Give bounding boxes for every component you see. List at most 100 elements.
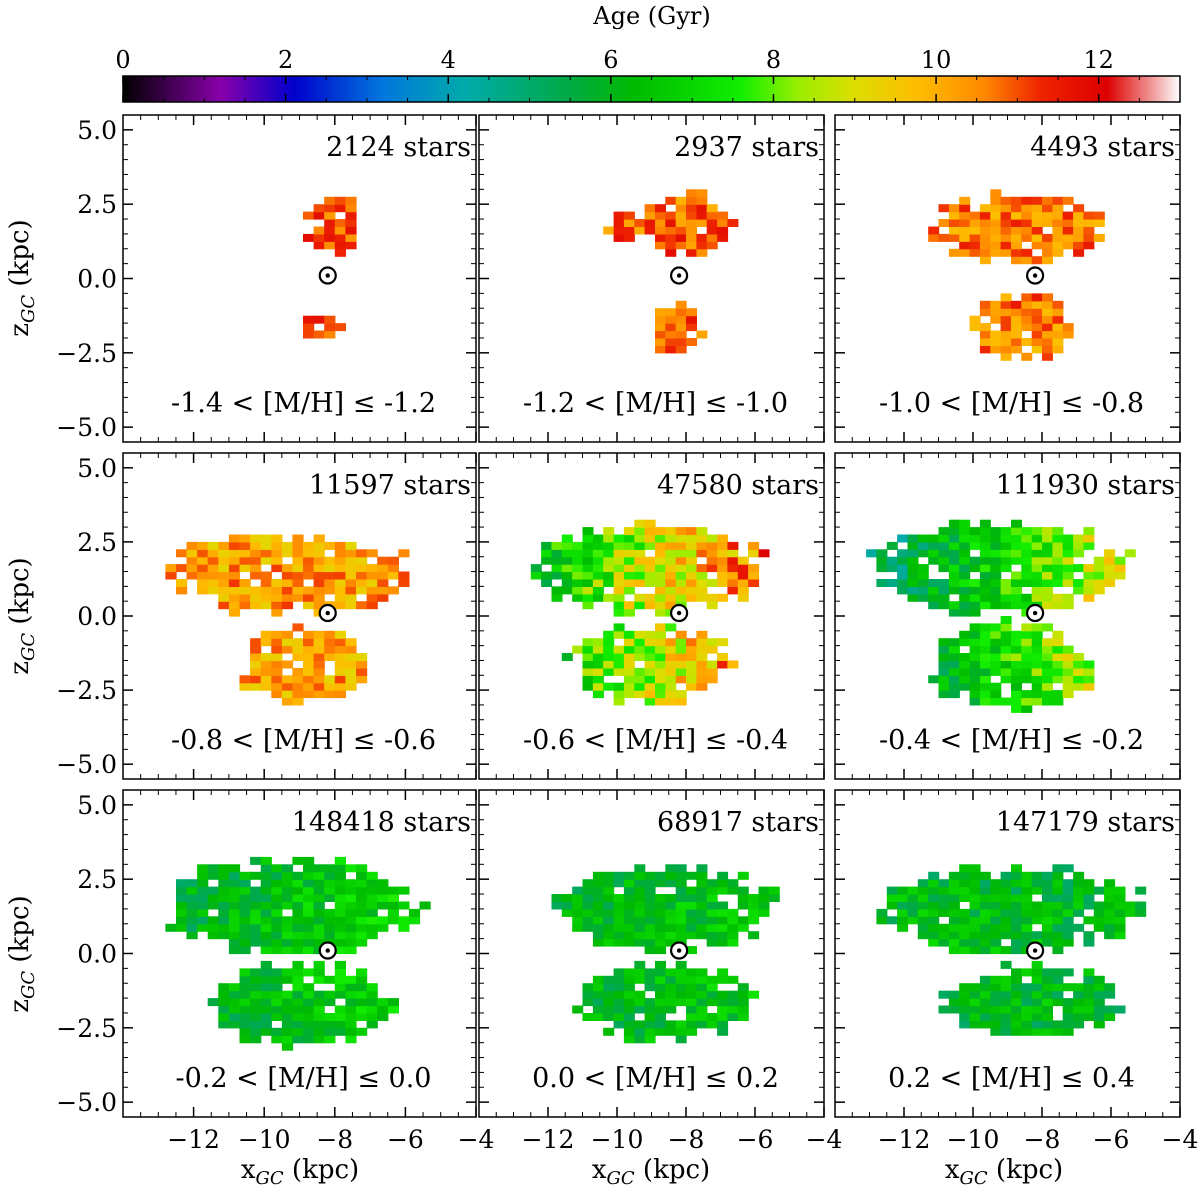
heatmap-cell (938, 527, 950, 536)
heatmap-cell (356, 579, 368, 587)
heatmap-cell (377, 556, 389, 565)
heatmap-cell (313, 871, 325, 880)
heatmap-cell (686, 248, 697, 257)
heatmap-cell (176, 549, 188, 558)
heatmap-cell (1083, 541, 1095, 550)
heatmap-cell (603, 916, 615, 925)
heatmap-cell (717, 638, 729, 647)
heatmap-cell (1031, 219, 1043, 227)
heatmap-cell (356, 1013, 368, 1021)
heatmap-cell (686, 923, 697, 932)
heatmap-cell (917, 886, 929, 895)
heatmap-cell (356, 998, 368, 1007)
heatmap-cell (696, 571, 708, 580)
heatmap-cell (1042, 315, 1053, 324)
heatmap-cell (748, 571, 760, 580)
heatmap-cell (303, 871, 315, 880)
heatmap-cell (706, 226, 718, 235)
heatmap-cell (250, 1013, 262, 1021)
heatmap-cell (1104, 983, 1116, 992)
heatmap-cell (748, 908, 760, 917)
heatmap-cell (582, 541, 594, 550)
heatmap-cell (313, 211, 325, 220)
heatmap-cell (1011, 534, 1022, 543)
heatmap-cell (1031, 983, 1043, 992)
heatmap-cell (717, 660, 729, 669)
heatmap-cell (706, 886, 718, 895)
heatmap-cell (655, 1005, 666, 1014)
heatmap-cell (239, 998, 251, 1007)
heatmap-cell (1062, 879, 1074, 888)
heatmap-cell (324, 682, 336, 691)
metallicity-bin-label: -0.4 < [M/H] ≤ -0.2 (879, 725, 1144, 756)
heatmap-cell (334, 204, 346, 213)
heatmap-cell (1073, 586, 1085, 595)
heatmap-cell (696, 916, 708, 925)
heatmap-cell (1093, 1013, 1105, 1021)
heatmap-cell (948, 990, 960, 999)
heatmap-cell (623, 901, 635, 910)
heatmap-cell (250, 1035, 262, 1044)
heatmap-cell (218, 916, 230, 925)
heatmap-cell (271, 975, 283, 984)
heatmap-cell (324, 998, 336, 1007)
heatmap-cell (1031, 660, 1043, 669)
heatmap-cell (1052, 983, 1064, 992)
heatmap-cell (613, 690, 625, 699)
heatmap-cell (969, 645, 981, 654)
y-tick-label: 5.0 (77, 116, 117, 145)
heatmap-cell (1000, 345, 1012, 354)
ylabel-row-1: zGC (kpc) (5, 219, 39, 336)
heatmap-cell (1052, 864, 1064, 873)
heatmap-cell (613, 564, 625, 573)
heatmap-cell (979, 690, 991, 699)
heatmap-cell (1042, 983, 1053, 992)
heatmap-cell (260, 864, 272, 873)
heatmap-cell (969, 901, 981, 910)
heatmap-cell (1083, 586, 1095, 595)
heatmap-cell (990, 196, 1002, 205)
heatmap-cell (675, 579, 687, 587)
heatmap-cell (876, 564, 888, 573)
heatmap-cell (938, 534, 950, 543)
heatmap-cell (665, 1005, 677, 1014)
heatmap-cell (928, 894, 940, 902)
heatmap-cell (345, 901, 357, 910)
colorbar-tick-label: 0 (115, 46, 130, 74)
heatmap-cell (917, 541, 929, 550)
heatmap-cell (727, 541, 739, 550)
heatmap-cell (644, 871, 656, 880)
heatmap-cell (334, 923, 346, 932)
heatmap-cell (686, 586, 697, 595)
heatmap-cell (356, 990, 368, 999)
heatmap-cell (623, 916, 635, 925)
heatmap-cell (582, 534, 594, 543)
heatmap-cell (592, 886, 604, 895)
metallicity-bin-label: 0.2 < [M/H] ≤ 0.4 (888, 1063, 1135, 1094)
heatmap-cell (197, 886, 209, 895)
heatmap-cell (271, 864, 283, 873)
heatmap-cell (727, 879, 739, 888)
heatmap-cell (356, 983, 368, 992)
heatmap-cell (696, 211, 708, 220)
heatmap-cell (938, 660, 950, 669)
heatmap-cell (979, 1020, 991, 1029)
heatmap-cell (959, 549, 971, 558)
heatmap-cell (1052, 549, 1064, 558)
heatmap-cell (303, 564, 315, 573)
heatmap-cell (1083, 211, 1095, 220)
heatmap-cell (1114, 931, 1126, 940)
heatmap-cell (644, 675, 656, 684)
heatmap-cell (727, 579, 739, 587)
heatmap-cell (281, 1005, 294, 1014)
heatmap-cell (197, 894, 209, 902)
heatmap-cell (959, 990, 971, 999)
heatmap-cell (334, 226, 346, 235)
heatmap-cell (1000, 226, 1012, 235)
heatmap-cell (1042, 660, 1053, 669)
heatmap-cell (303, 541, 315, 550)
heatmap-cell (303, 938, 315, 947)
heatmap-cell (387, 571, 399, 580)
heatmap-cell (281, 571, 294, 580)
heatmap-cell (644, 541, 656, 550)
